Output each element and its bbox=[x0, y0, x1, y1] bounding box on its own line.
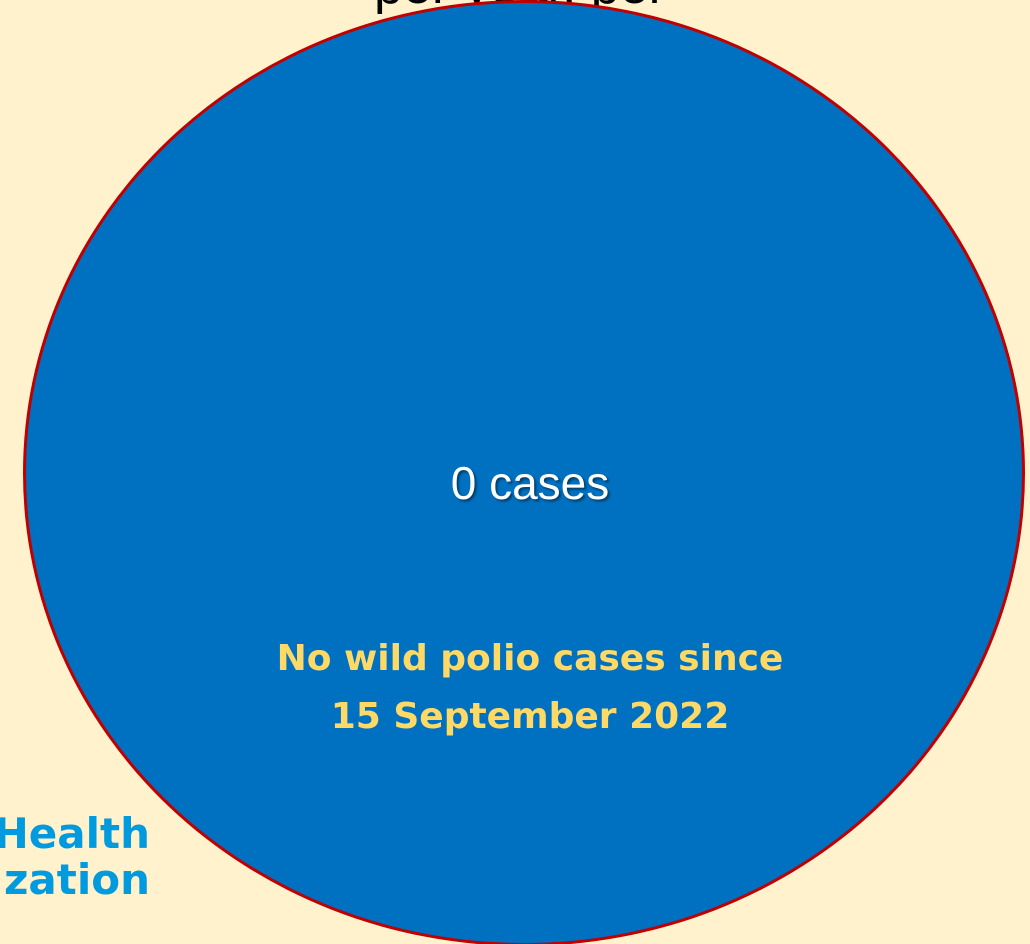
logo-text-line-2: zation bbox=[3, 855, 150, 904]
organization-logo: Health zation bbox=[0, 812, 150, 912]
logo-text-line-1: Health bbox=[0, 812, 150, 858]
case-status-note: No wild polio cases since 15 September 2… bbox=[200, 630, 860, 746]
case-count-circle bbox=[23, 0, 1025, 944]
case-status-line-1: No wild polio cases since bbox=[276, 638, 784, 679]
case-count-value: 0 cases bbox=[450, 457, 610, 509]
case-status-line-2: 15 September 2022 bbox=[330, 696, 730, 737]
